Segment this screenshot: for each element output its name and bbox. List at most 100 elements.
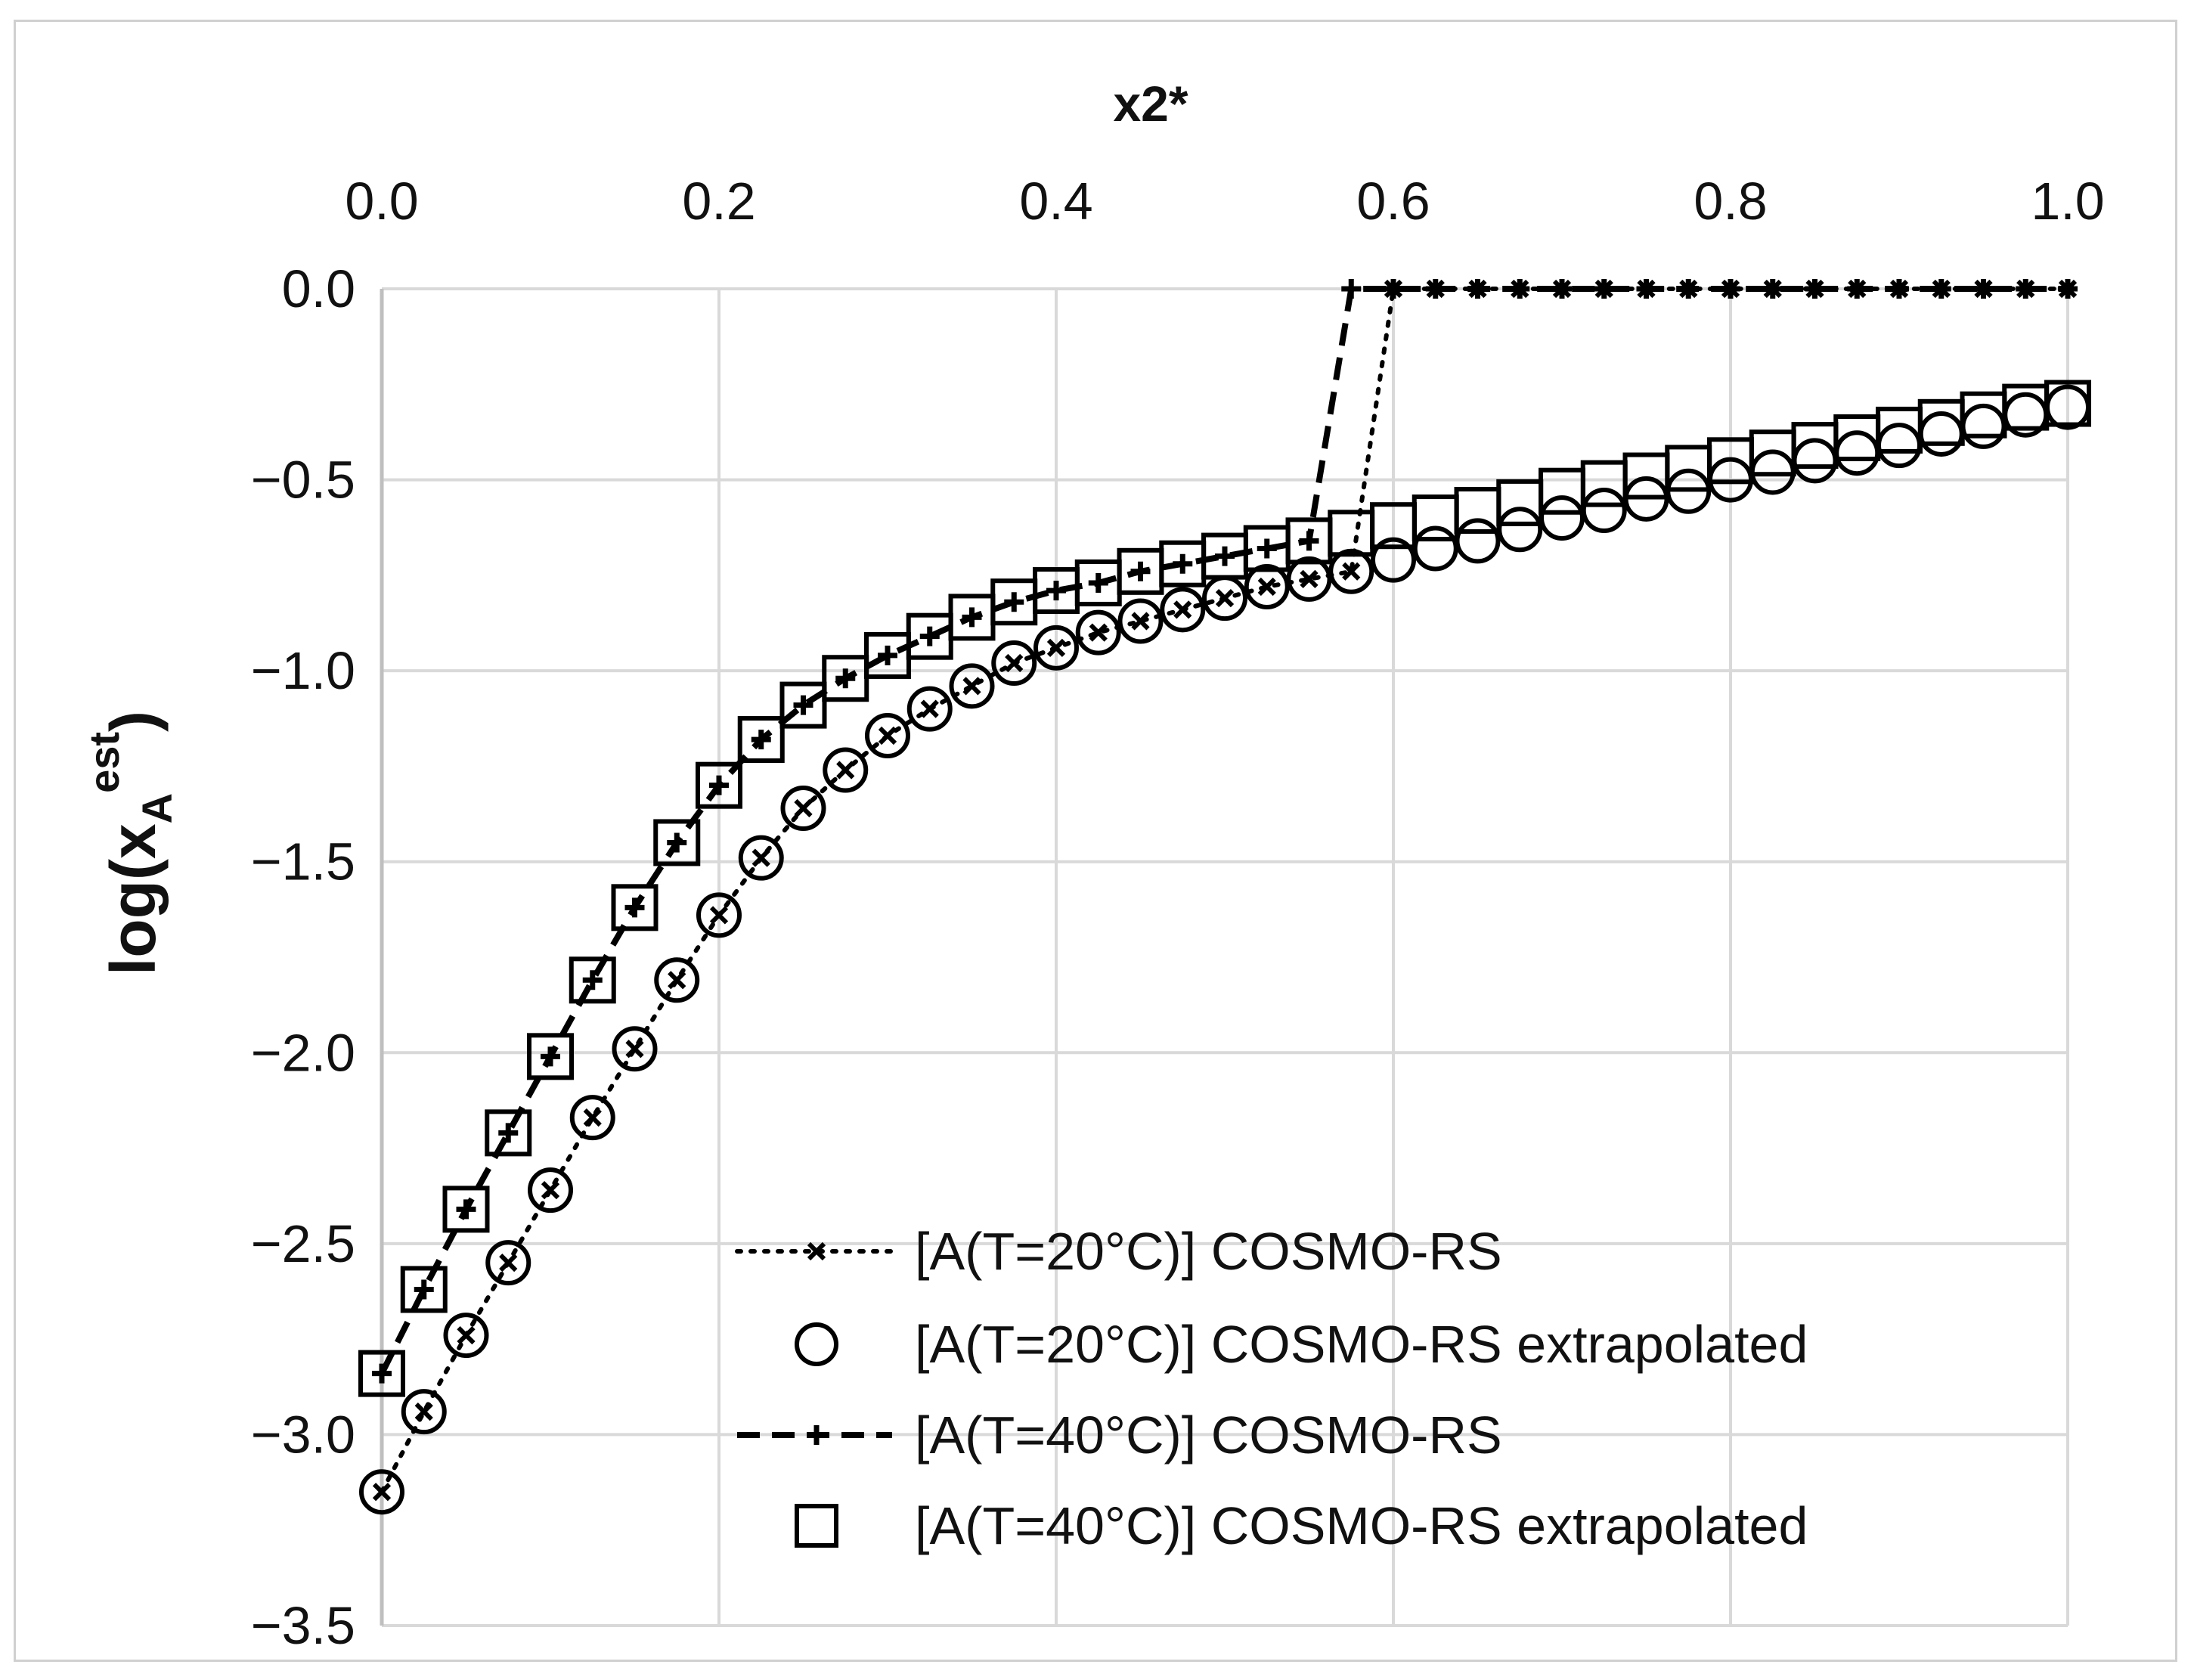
x-axis-title: x2* — [1113, 76, 1188, 132]
data-point — [1089, 623, 1108, 642]
data-point — [738, 835, 784, 881]
data-point — [1467, 279, 1488, 299]
data-point — [1412, 525, 1458, 572]
data-point — [1005, 653, 1024, 673]
series-markers — [358, 279, 2091, 1515]
series-lines — [379, 286, 2070, 1495]
data-point — [794, 798, 813, 818]
series-line-0 — [380, 287, 2070, 1495]
data-point — [793, 695, 813, 715]
data-point — [1805, 279, 1825, 299]
data-point — [485, 1240, 531, 1286]
data-point — [991, 640, 1037, 687]
data-point — [1371, 537, 1416, 583]
data-point — [962, 677, 981, 696]
data-point — [709, 906, 729, 925]
data-point — [569, 1095, 615, 1141]
data-point — [1792, 438, 1838, 484]
data-point — [1160, 587, 1206, 633]
data-point — [625, 1040, 644, 1059]
y-tick-label: −0.5 — [251, 451, 355, 510]
data-point — [1552, 279, 1572, 299]
data-point — [414, 1402, 433, 1421]
data-point — [2044, 380, 2091, 427]
legend-label: [A(T=40°C)] COSMO-RS extrapolated — [915, 1496, 1808, 1555]
x-tick-label: 0.0 — [345, 172, 418, 231]
y-tick-label: −2.5 — [251, 1214, 355, 1273]
data-point — [624, 897, 645, 918]
data-point — [1834, 430, 1880, 476]
data-point — [920, 699, 939, 718]
data-point — [865, 713, 910, 759]
y-tick-label: −1.0 — [251, 641, 355, 700]
data-point — [583, 1108, 602, 1127]
data-point — [949, 663, 995, 709]
data-point — [1342, 562, 1361, 581]
data-point — [1539, 495, 1585, 541]
data-point — [528, 1167, 573, 1214]
data-point — [696, 892, 742, 938]
x-tick-label: 0.8 — [1694, 172, 1767, 231]
legend-swatch-marker — [795, 1504, 838, 1548]
data-point — [1636, 279, 1656, 299]
data-point — [569, 956, 616, 1004]
data-point — [1665, 445, 1712, 492]
data-point — [2016, 279, 2036, 299]
data-point — [751, 848, 770, 867]
data-point — [442, 1186, 490, 1233]
data-point — [653, 819, 701, 866]
data-point — [541, 1046, 560, 1067]
data-point — [1341, 279, 1362, 299]
data-point — [1510, 279, 1530, 299]
x-tick-label: 0.4 — [1019, 172, 1092, 231]
data-point — [527, 1033, 574, 1080]
y-tick-label: −1.5 — [251, 832, 355, 891]
data-point — [541, 1181, 560, 1200]
data-point — [1300, 569, 1319, 589]
data-point — [1173, 600, 1192, 619]
data-point — [823, 747, 869, 793]
data-point — [696, 761, 742, 809]
data-point — [1130, 561, 1151, 581]
data-point — [1173, 553, 1193, 574]
data-point — [1918, 411, 1964, 457]
data-point — [1328, 510, 1375, 557]
data-point — [1973, 279, 1994, 299]
y-tick-label: 0.0 — [282, 259, 355, 318]
data-point — [612, 1026, 658, 1072]
data-point — [962, 607, 982, 628]
data-point — [751, 730, 771, 750]
data-point — [878, 726, 897, 745]
data-point — [611, 884, 659, 931]
data-point — [737, 716, 785, 764]
data-point — [1046, 638, 1066, 657]
data-point — [1215, 589, 1235, 608]
x-tick-label: 1.0 — [2031, 172, 2104, 231]
x-tick-label: 0.6 — [1356, 172, 1430, 231]
data-point — [456, 1199, 476, 1220]
data-point — [654, 957, 700, 1003]
legend-label: [A(T=40°C)] COSMO-RS — [915, 1406, 1502, 1465]
data-point — [359, 1469, 404, 1515]
data-point — [1117, 598, 1164, 644]
series-line-2 — [379, 286, 2068, 1375]
data-point — [1762, 279, 1783, 299]
data-point — [1046, 581, 1066, 601]
data-point — [1257, 577, 1276, 597]
data-point — [906, 686, 953, 732]
data-point — [1088, 572, 1108, 593]
data-point — [582, 970, 603, 990]
data-point — [878, 645, 897, 665]
data-point — [1847, 279, 1867, 299]
y-tick-label: −3.0 — [251, 1405, 355, 1464]
data-point — [1257, 538, 1277, 559]
data-point — [485, 1109, 532, 1157]
series-3-markers — [358, 380, 2091, 1397]
data-point — [1004, 592, 1024, 612]
data-point — [836, 761, 855, 780]
data-point — [709, 775, 729, 795]
data-point — [1215, 546, 1235, 566]
data-point — [1889, 279, 1909, 299]
data-point — [1328, 548, 1374, 594]
